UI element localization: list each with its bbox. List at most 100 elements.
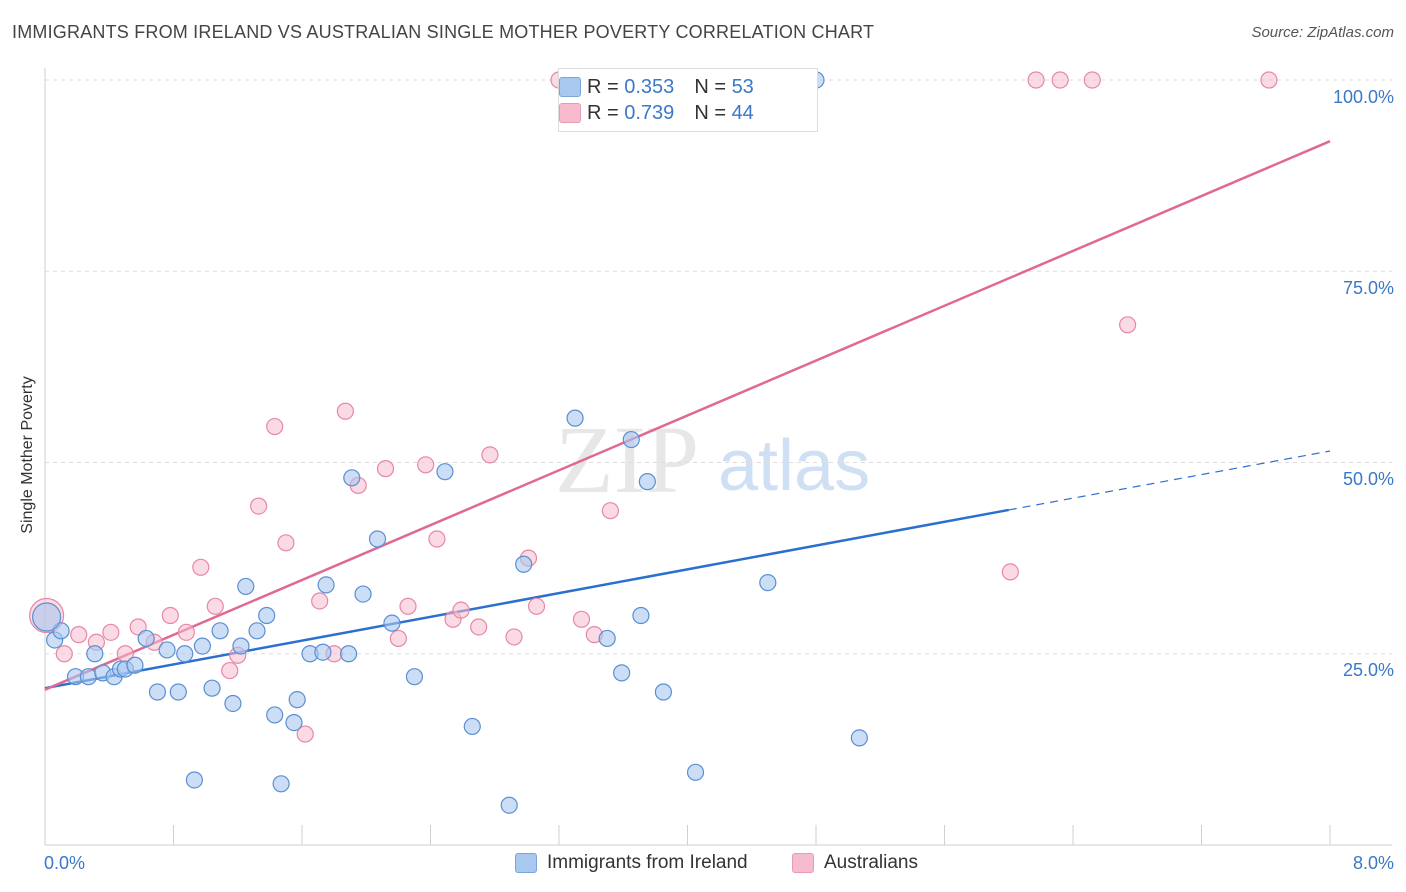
y-tick-label-25: 25.0%	[1342, 660, 1394, 680]
ireland-point	[169, 683, 187, 701]
australians-point	[266, 417, 284, 436]
bottom-legend-swatch-blue	[515, 853, 537, 873]
australians-point	[296, 725, 314, 743]
australians-point	[417, 456, 435, 474]
ireland-point	[405, 668, 424, 686]
bottom-legend-swatch-pink	[792, 853, 814, 873]
australians-point	[601, 502, 620, 520]
ireland-point	[285, 713, 303, 732]
ireland-point	[86, 645, 104, 663]
source-label: Source: ZipAtlas.com	[1251, 24, 1394, 41]
grid-lines	[45, 79, 1392, 655]
australians-point	[277, 534, 295, 552]
australians-point	[470, 618, 488, 636]
bottom-legend-ireland: Immigrants from Ireland	[515, 852, 748, 874]
ireland-point	[463, 717, 481, 736]
bottom-legend-label: Immigrants from Ireland	[547, 852, 748, 873]
y-tick-label-100: 100.0%	[1332, 87, 1394, 107]
australians-point	[481, 446, 499, 464]
bottom-legend-label: Australians	[824, 852, 918, 873]
ireland-point	[314, 643, 332, 661]
ireland-point	[126, 656, 144, 674]
chart-title: IMMIGRANTS FROM IRELAND VS AUSTRALIAN SI…	[12, 22, 875, 42]
ireland-point	[137, 629, 155, 648]
australians-point	[1119, 316, 1137, 334]
australians-point	[1027, 71, 1045, 89]
ireland-point	[598, 629, 616, 648]
legend-row-australians: R = 0.739 N = 44	[559, 101, 754, 125]
legend-swatch-pink	[559, 103, 581, 123]
ireland-point	[248, 622, 266, 640]
ireland-point	[638, 473, 656, 491]
australians-point	[311, 592, 329, 610]
australians-point	[206, 597, 224, 615]
ireland-point	[759, 574, 777, 592]
australians-point	[389, 629, 407, 648]
australians-point	[428, 530, 446, 548]
australians-point	[250, 497, 268, 515]
ireland-point	[383, 614, 401, 632]
ireland-point	[211, 622, 229, 640]
ireland-point	[79, 668, 97, 686]
australians-point	[55, 645, 73, 663]
ireland-point	[566, 409, 584, 427]
australians-point	[1051, 71, 1069, 89]
australians-point	[70, 626, 88, 644]
trend-line-ireland	[44, 508, 1009, 690]
trend-line-australians	[44, 140, 1331, 691]
legend-r-label: R =	[587, 75, 619, 98]
australians-point	[1001, 563, 1019, 581]
ireland-point	[272, 775, 290, 793]
australians-point	[452, 601, 470, 619]
legend-swatch-blue	[559, 77, 581, 97]
australians-point	[221, 661, 239, 680]
watermark: ZIP atlas	[555, 406, 870, 513]
watermark-atlas: atlas	[718, 426, 870, 506]
ireland-point	[613, 664, 631, 682]
ireland-point	[237, 577, 255, 596]
x-tick-label-min: 0.0%	[44, 853, 86, 873]
ireland-point	[224, 694, 242, 713]
australians-point	[505, 628, 523, 646]
ireland-point	[288, 691, 306, 709]
australians-point	[376, 460, 395, 478]
australians-point	[336, 402, 354, 420]
ireland-point	[158, 641, 176, 659]
ireland-point	[203, 679, 221, 697]
ireland-point	[686, 763, 705, 781]
ireland-point	[176, 645, 194, 663]
ireland-point	[343, 469, 361, 487]
legend-r-label: R =	[587, 101, 619, 124]
legend-n-value: 44	[731, 101, 754, 124]
ireland-point	[500, 796, 518, 814]
legend-row-ireland: R = 0.353 N = 53	[559, 75, 754, 99]
ireland-point	[148, 683, 167, 701]
legend-r-value: 0.739	[624, 101, 675, 124]
legend-r-value: 0.353	[624, 75, 675, 98]
australians-point	[102, 623, 120, 641]
ireland-point	[850, 729, 868, 747]
y-tick-label-75: 75.0%	[1342, 278, 1394, 298]
australians-point	[572, 610, 591, 628]
australians-point	[192, 558, 210, 576]
ireland-point	[622, 430, 640, 449]
ireland-point	[339, 645, 358, 663]
australians-point	[161, 606, 179, 625]
ireland-point	[436, 463, 454, 481]
ireland-point	[266, 706, 284, 724]
trend-line-ireland-extension	[1008, 450, 1331, 511]
trend-lines	[44, 140, 1331, 691]
legend-n-label: N =	[694, 75, 726, 98]
australians-point	[1260, 71, 1278, 89]
australians-point	[177, 623, 195, 641]
data-points	[29, 71, 1278, 814]
stats-legend: R = 0.353 N = 53 R = 0.739 N = 44	[558, 68, 818, 132]
australians-point	[399, 597, 417, 615]
ireland-point	[354, 585, 372, 603]
ireland-point	[632, 606, 650, 625]
ireland-point	[193, 637, 212, 655]
ireland-point	[515, 555, 533, 573]
bottom-legend-australians: Australians	[792, 852, 918, 874]
ireland-point	[654, 683, 673, 701]
